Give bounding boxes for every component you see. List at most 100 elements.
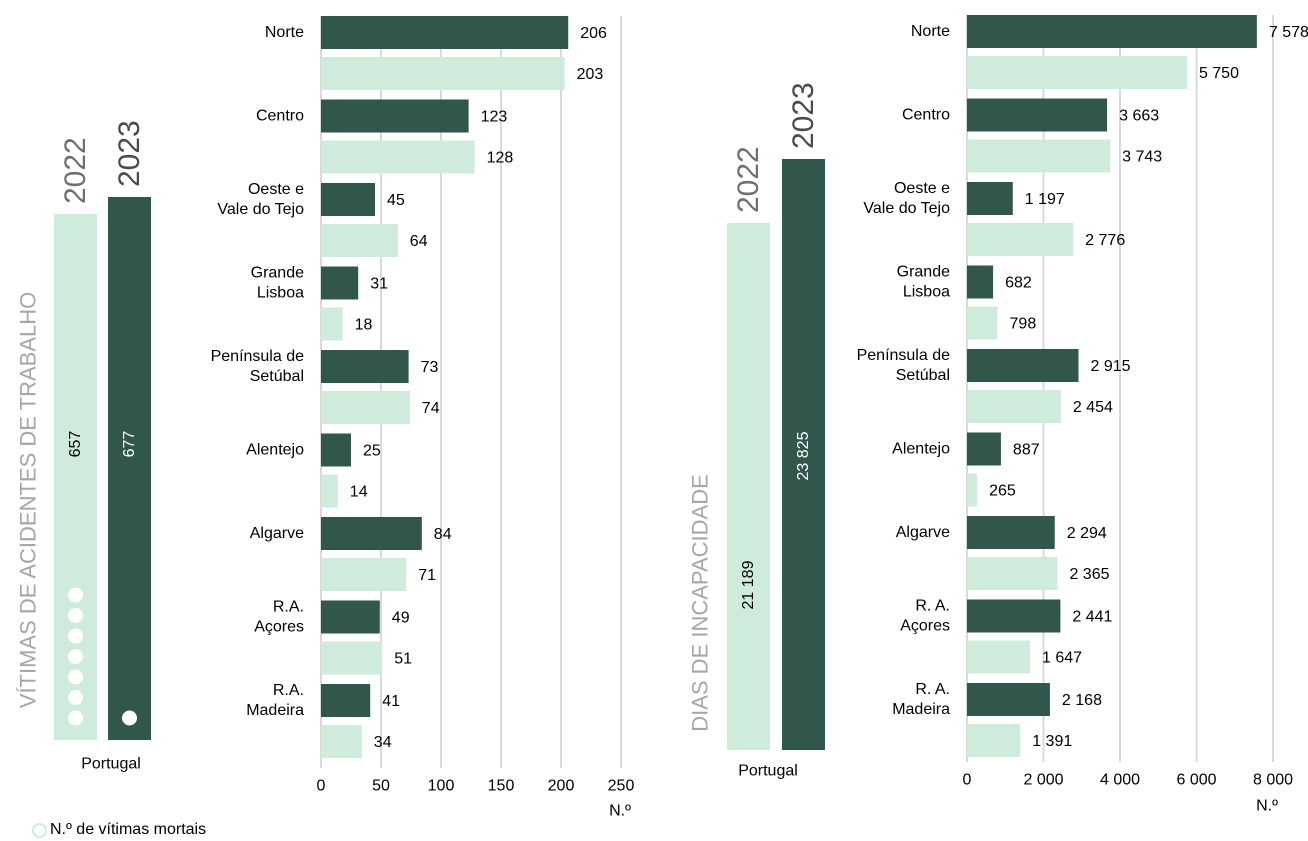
left-bar-2023 (321, 350, 409, 383)
left-summary-bar-2023 (108, 197, 151, 740)
right-summary-label: Portugal (738, 763, 798, 780)
right-category-label: Grande (897, 264, 950, 281)
left-summary-year-label: 2023 (113, 120, 146, 187)
left-bar-2022 (321, 307, 343, 341)
right-bar-2022 (967, 306, 998, 340)
left-bar-2022 (321, 391, 410, 424)
right-data-label: 3 663 (1119, 108, 1159, 125)
right-data-label: 2 168 (1062, 692, 1102, 709)
left-bar-2022 (321, 641, 383, 675)
left-x-tick-label: 0 (317, 778, 326, 795)
right-bar-2022 (967, 473, 978, 507)
right-data-label: 1 647 (1042, 650, 1082, 667)
left-bar-2023 (321, 99, 469, 133)
left-category-label: Oeste e (248, 181, 304, 198)
deaths-legend-icon (32, 822, 47, 838)
right-bar-2022 (967, 223, 1074, 256)
left-data-label: 51 (394, 651, 412, 668)
right-data-label: 2 294 (1067, 525, 1107, 542)
left-summary-year-label: 2022 (59, 137, 92, 204)
right-data-label: 887 (1013, 442, 1040, 459)
left-x-axis-label: N.º (609, 803, 631, 820)
left-death-marker (68, 649, 83, 664)
left-bar-2022 (321, 474, 338, 508)
left-data-label: 203 (577, 66, 604, 83)
right-bar-2023 (967, 432, 1001, 466)
left-bar-2022 (321, 725, 362, 758)
left-bar-2023 (321, 433, 351, 467)
left-data-label: 18 (355, 317, 373, 334)
left-category-label: Açores (254, 619, 304, 636)
right-summary-value-label: 23 825 (795, 431, 812, 480)
left-data-label: 206 (580, 25, 607, 42)
right-bar-2023 (967, 98, 1108, 132)
right-bar-2022 (967, 557, 1058, 590)
left-category-label: Centro (256, 108, 304, 125)
left-bar-2023 (321, 16, 569, 49)
left-data-label: 84 (434, 526, 452, 543)
left-data-label: 74 (422, 400, 440, 417)
left-bar-2022 (321, 224, 398, 257)
right-data-label: 7 578 (1269, 24, 1308, 41)
right-data-label: 5 750 (1199, 65, 1239, 82)
right-bar-2023 (967, 265, 994, 299)
left-bar-2023 (321, 266, 359, 300)
right-data-label: 2 441 (1072, 609, 1112, 626)
right-category-label: Madeira (892, 701, 950, 718)
right-bar-2023 (967, 182, 1013, 215)
right-category-label: Alentejo (892, 441, 950, 458)
right-summary-bar-2022 (727, 223, 770, 750)
left-x-tick-label: 50 (372, 778, 390, 795)
right-summary-year-label: 2022 (732, 146, 765, 213)
right-category-label: Setúbal (896, 367, 950, 384)
left-death-marker (68, 710, 83, 726)
left-category-label: Vale do Tejo (217, 201, 304, 218)
right-data-label: 2 915 (1090, 358, 1130, 375)
left-panel-title: VÍTIMAS DE ACIDENTES DE TRABALHO (16, 292, 41, 708)
left-bar-2022 (321, 140, 475, 174)
left-summary-value-label: 677 (121, 431, 138, 458)
left-data-label: 34 (374, 734, 392, 751)
right-bar-2022 (967, 724, 1021, 757)
left-data-label: 64 (410, 233, 428, 250)
right-x-tick-label: 4 000 (1100, 772, 1140, 789)
left-bar-2023 (321, 183, 375, 216)
right-bar-2023 (967, 599, 1061, 633)
right-category-label: R. A. (915, 598, 950, 615)
left-bar-2022 (321, 57, 565, 90)
right-category-label: Norte (911, 23, 950, 40)
left-bar-2023 (321, 684, 371, 717)
left-data-label: 71 (418, 567, 436, 584)
right-data-label: 3 743 (1122, 149, 1162, 166)
right-category-label: Centro (902, 107, 950, 124)
right-panel-title: DIAS DE INCAPACIDADE (688, 474, 713, 732)
left-death-marker (68, 690, 83, 705)
left-x-tick-label: 150 (488, 778, 515, 795)
right-x-axis-label: N.º (1256, 798, 1278, 815)
left-bar-2022 (321, 558, 407, 591)
left-bar-2023 (321, 600, 380, 634)
left-category-label: R.A. (273, 682, 304, 699)
right-bar-2023 (967, 15, 1257, 48)
right-bar-2022 (967, 56, 1187, 89)
right-data-label: 265 (989, 483, 1016, 500)
right-bar-2022 (967, 640, 1030, 674)
legend-deaths: N.º de vítimas mortais (32, 820, 206, 840)
right-bar-2023 (967, 349, 1079, 382)
left-death-marker (68, 628, 83, 644)
left-category-label: Algarve (250, 525, 304, 542)
left-category-label: Península de (211, 348, 305, 365)
left-summary-label: Portugal (81, 756, 141, 773)
right-category-label: Oeste e (894, 180, 950, 197)
right-data-label: 2 454 (1073, 399, 1113, 416)
right-x-tick-label: 8 000 (1253, 772, 1293, 789)
left-data-label: 49 (392, 610, 410, 627)
left-bar-2023 (321, 517, 422, 550)
left-category-label: Norte (265, 24, 304, 41)
right-summary-bar-2023 (782, 159, 825, 750)
left-data-label: 128 (487, 150, 514, 167)
left-data-label: 73 (421, 359, 439, 376)
left-data-label: 14 (350, 484, 368, 501)
left-x-tick-label: 250 (608, 778, 635, 795)
right-data-label: 798 (1010, 316, 1037, 333)
